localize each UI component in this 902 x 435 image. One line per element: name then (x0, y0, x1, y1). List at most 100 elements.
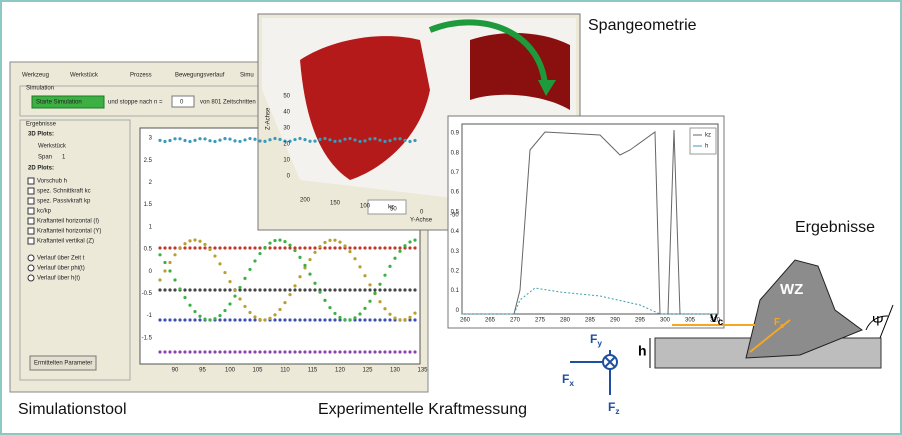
plot-dot (158, 278, 161, 281)
plot-dot (228, 137, 231, 140)
plot-dot (308, 288, 311, 291)
plot-dot (358, 288, 361, 291)
plot-dot (353, 246, 356, 249)
plot-dot (288, 293, 291, 296)
plot-dot (258, 288, 261, 291)
button-label[interactable]: Ermittelten Parameter (34, 361, 92, 367)
plot-dot (383, 350, 386, 353)
plot-dot (368, 288, 371, 291)
plot-dot (183, 350, 186, 353)
z-tick-label: 20 (283, 142, 290, 148)
label: von 801 Zeitschritten (200, 100, 256, 106)
force-y-main: F (590, 332, 597, 346)
plot-dot (183, 288, 186, 291)
plot-dot (178, 287, 181, 290)
plot-dot (393, 316, 396, 319)
plot-dot (228, 246, 231, 249)
plot-dot (243, 305, 246, 308)
plot-dot (278, 246, 281, 249)
x-tick-label: 290 (610, 318, 621, 324)
plot-dot (253, 259, 256, 262)
plot-dot (388, 318, 391, 321)
checkbox-label: Werkstück (38, 144, 67, 150)
plot-dot (363, 246, 366, 249)
radio (28, 265, 34, 271)
plot-dot (278, 318, 281, 321)
legend-label: h (705, 144, 708, 150)
plot-dot (333, 312, 336, 315)
plot-dot (223, 137, 226, 140)
y-tick-label: 100 (360, 204, 371, 210)
checkbox (28, 218, 34, 224)
y-tick-label: 0.3 (451, 249, 460, 255)
plot-dot (243, 138, 246, 141)
plot-dot (248, 246, 251, 249)
plot-dot (318, 318, 321, 321)
plot-dot (163, 140, 166, 143)
plot-dot (298, 350, 301, 353)
cutting-speed-sub: c (718, 317, 724, 328)
button-label[interactable]: Starte Simulation (36, 100, 82, 106)
plot-dot (208, 248, 211, 251)
plot-dot (258, 318, 261, 321)
plot-dot (338, 288, 341, 291)
x-tick-label: 135 (417, 368, 428, 374)
canvas: SpangeometrieErgebnisseSimulationstoolEx… (0, 0, 902, 435)
plot-dot (273, 239, 276, 242)
tab: Simu (240, 73, 254, 79)
plot-dot (353, 350, 356, 353)
plot-dot (388, 139, 391, 142)
plot-dot (188, 350, 191, 353)
plot-dot (208, 318, 211, 321)
plot-dot (373, 288, 376, 291)
plot-dot (383, 288, 386, 291)
plot-dot (198, 350, 201, 353)
plot-dot (323, 288, 326, 291)
plot-dot (263, 350, 266, 353)
x-tick-label: 105 (252, 368, 263, 374)
legend-box (368, 200, 406, 214)
plot-dot (388, 246, 391, 249)
plot-dot (333, 288, 336, 291)
plot-dot (228, 350, 231, 353)
plot-dot (403, 288, 406, 291)
plot-dot (158, 246, 161, 249)
plot-dot (168, 269, 171, 272)
radio-label: Verlauf über h(t) (37, 276, 80, 282)
checkbox-label: Kraftanteil horizontal (I) (37, 219, 99, 225)
plot-dot (203, 243, 206, 246)
y-tick-label: -1 (147, 313, 153, 319)
plot-dot (413, 139, 416, 142)
plot-dot (183, 242, 186, 245)
plot-dot (318, 138, 321, 141)
plot-dot (273, 137, 276, 140)
plot-dot (268, 317, 271, 320)
force-y-sub: y (597, 338, 602, 348)
plot-dot (388, 265, 391, 268)
force-z-main: F (608, 400, 615, 414)
plot-dot (318, 245, 321, 248)
checkbox-label: spez. Passivkraft kp (37, 199, 91, 205)
plot-dot (413, 350, 416, 353)
plot-dot (323, 241, 326, 244)
y-tick-label: 0.2 (451, 268, 460, 274)
tab: Bewegungsverlauf (175, 73, 225, 79)
plot-dot (333, 239, 336, 242)
plot-dot (288, 318, 291, 321)
plot-dot (263, 318, 266, 321)
plot-dot (343, 318, 346, 321)
plot-dot (238, 140, 241, 143)
plot-dot (338, 246, 341, 249)
tab: Werkzeug (22, 73, 49, 79)
plot-dot (183, 139, 186, 142)
plot-dot (258, 252, 261, 255)
plot-dot (323, 318, 326, 321)
plot-dot (233, 246, 236, 249)
plot-dot (398, 318, 401, 321)
plot-dot (403, 350, 406, 353)
force-x-sub: x (569, 378, 574, 388)
plot-dot (268, 288, 271, 291)
measurement-window (448, 116, 724, 328)
plot-dot (168, 261, 171, 264)
force-z-sub: z (615, 406, 619, 416)
